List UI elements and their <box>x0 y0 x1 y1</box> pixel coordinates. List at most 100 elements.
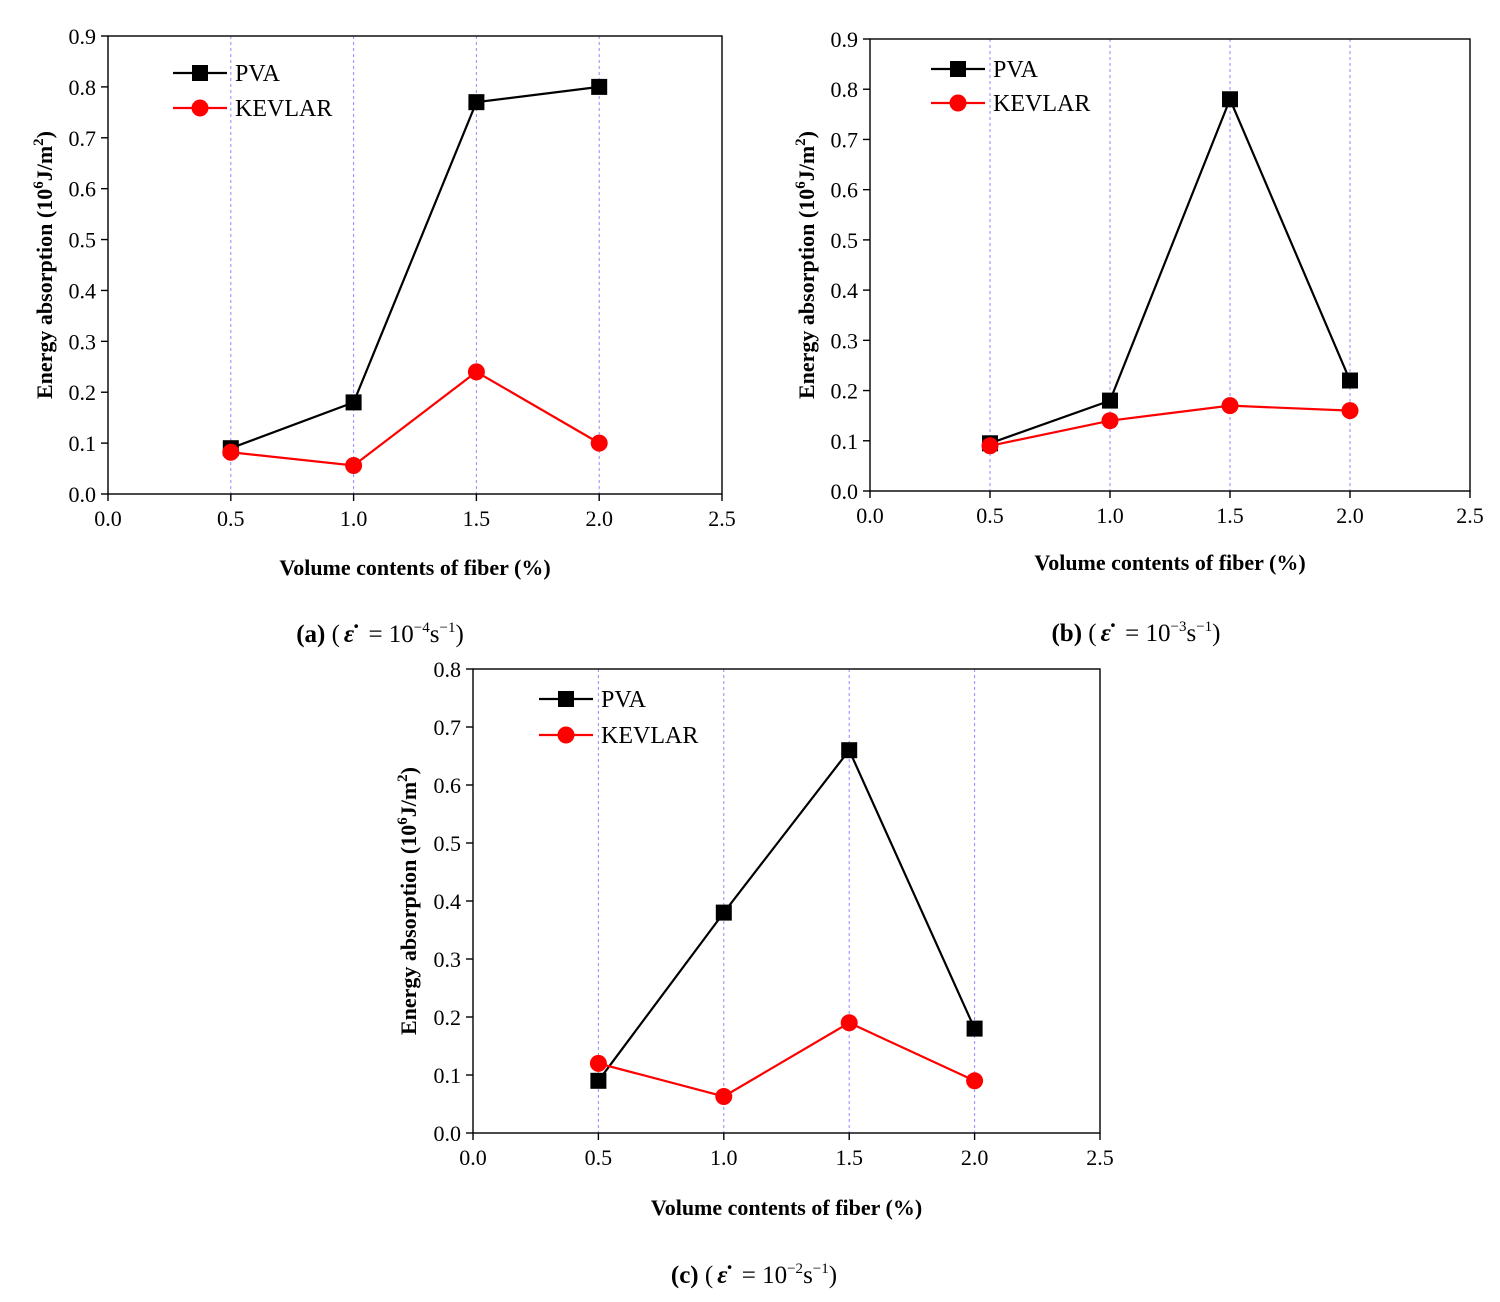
legend-label-kevlar: KEVLAR <box>993 91 1090 117</box>
y-axis-title: Energy absorption (106J/m2) <box>793 131 819 399</box>
y-axis-title-unit: J/m <box>794 146 819 181</box>
caption-letter: (c) <box>671 1262 699 1289</box>
y-tick-label: 0.8 <box>69 75 97 100</box>
caption-unit: s <box>1186 620 1196 647</box>
legend-marker-kevlar <box>557 726 575 744</box>
legend-label-pva: PVA <box>235 61 281 87</box>
caption-close-paren: ) <box>1212 620 1220 647</box>
y-tick-label: 0.2 <box>69 380 97 405</box>
y-tick-label: 0.3 <box>69 329 97 354</box>
y-tick-label: 0.3 <box>831 328 859 353</box>
caption-strain-rate-symbol: ε̇ <box>344 621 358 648</box>
y-tick-label: 0.1 <box>434 1063 462 1088</box>
x-tick-label: 1.0 <box>1096 503 1124 528</box>
caption-open-paren: ( <box>332 621 340 648</box>
data-point-kevlar <box>222 443 240 461</box>
legend-marker-kevlar <box>949 94 967 112</box>
caption-exponent: −3 <box>1171 619 1187 635</box>
y-axis-title-close: ) <box>396 767 421 774</box>
x-tick-label: 1.5 <box>1216 503 1244 528</box>
data-point-pva <box>345 394 362 411</box>
data-point-pva <box>468 94 485 111</box>
data-point-kevlar <box>1221 397 1239 415</box>
caption-strain-rate-symbol: ε̇ <box>717 1262 731 1289</box>
y-tick-label: 0.6 <box>434 773 462 798</box>
caption-unit: s <box>430 621 440 648</box>
y-tick-label: 0.7 <box>434 715 462 740</box>
y-axis-title-close: ) <box>794 131 819 138</box>
y-tick-label: 0.9 <box>69 24 97 49</box>
data-point-kevlar <box>345 457 363 475</box>
x-tick-label: 0.0 <box>856 503 884 528</box>
caption-equals: = 10 <box>1119 620 1171 647</box>
x-tick-label: 1.5 <box>463 506 491 531</box>
y-tick-label: 0.6 <box>831 178 859 203</box>
x-axis-title: Volume contents of fiber (%) <box>1034 550 1305 575</box>
caption-exponent: −2 <box>787 1261 803 1277</box>
caption-unit: s <box>803 1262 813 1289</box>
plot-frame <box>107 35 723 495</box>
data-point-pva <box>590 1072 607 1089</box>
data-point-pva <box>1222 91 1238 108</box>
data-point-pva <box>841 742 858 759</box>
x-tick-label: 2.0 <box>1336 503 1364 528</box>
y-tick-label: 0.1 <box>69 431 97 456</box>
series-line-kevlar <box>598 1021 976 1098</box>
chart-panel-c: 0.0 0.5 1.0 1.5 2.0 2.5 0.0 0.1 0.2 0.3 0.4 0.5 0.6 0… <box>395 657 1114 1289</box>
plot-frame <box>869 38 1471 492</box>
data-point-pva <box>1102 392 1118 409</box>
data-point-pva <box>966 1020 983 1037</box>
y-tick-label: 0.4 <box>69 278 97 303</box>
y-axis-title-exponent: 6 <box>395 817 411 825</box>
data-point-pva <box>591 78 608 95</box>
caption-letter: (b) <box>1051 620 1082 647</box>
x-tick-label: 1.0 <box>340 506 368 531</box>
y-tick-label: 0.3 <box>434 947 462 972</box>
chart-panel-b: 0.0 0.5 1.0 1.5 2.0 2.5 0.0 0.1 0.2 0.3 0.4 0.5 0.6 0… <box>793 27 1484 647</box>
x-axis-title: Volume contents of fiber (%) <box>279 555 550 580</box>
legend-label-pva: PVA <box>601 687 647 713</box>
x-tick-label: 2.0 <box>585 506 613 531</box>
x-tick-label: 2.5 <box>708 506 736 531</box>
y-axis-title-exponent: 6 <box>31 181 47 189</box>
caption-open-paren: ( <box>1088 620 1096 647</box>
legend-marker-pva <box>950 61 966 77</box>
caption-exponent: −4 <box>414 620 430 636</box>
y-tick-label: 0.2 <box>434 1005 462 1030</box>
y-axis-title-main: Energy absorption (10 <box>396 825 421 1035</box>
data-point-kevlar <box>840 1014 858 1032</box>
x-tick-label: 0.0 <box>94 506 122 531</box>
legend-label-pva: PVA <box>993 57 1039 83</box>
legend-label-kevlar: KEVLAR <box>235 96 332 122</box>
y-tick-label: 0.6 <box>69 177 97 202</box>
y-tick-label: 0.7 <box>831 127 859 152</box>
y-tick-label: 0.5 <box>434 831 462 856</box>
data-point-kevlar <box>467 363 485 381</box>
x-tick-label: 2.5 <box>1086 1145 1114 1170</box>
caption-letter: (a) <box>296 621 325 648</box>
y-axis-title-close: ) <box>32 131 57 138</box>
legend-marker-pva <box>192 65 208 81</box>
series-line-pva <box>989 96 1352 445</box>
y-tick-label: 0.9 <box>831 27 859 52</box>
data-point-kevlar <box>590 434 608 452</box>
x-tick-label: 0.5 <box>217 506 245 531</box>
data-point-kevlar <box>981 437 999 455</box>
y-axis-title-exponent: 6 <box>793 181 809 189</box>
x-tick-label: 0.5 <box>976 503 1004 528</box>
y-axis-title: Energy absorption (106J/m2) <box>31 131 57 399</box>
y-tick-label: 0.0 <box>69 482 97 507</box>
y-axis-title-unit: J/m <box>32 146 57 181</box>
legend-label-kevlar: KEVLAR <box>601 723 698 749</box>
y-axis-title: Energy absorption (106J/m2) <box>395 767 421 1035</box>
y-tick-label: 0.8 <box>831 77 859 102</box>
x-axis-title: Volume contents of fiber (%) <box>651 1195 922 1220</box>
y-tick-label: 0.1 <box>831 429 859 454</box>
caption-close-paren: ) <box>829 1262 837 1289</box>
data-point-kevlar <box>1341 402 1359 420</box>
data-point-kevlar <box>715 1087 733 1105</box>
caption-unit-exponent: −1 <box>440 620 456 636</box>
x-tick-label: 0.0 <box>459 1145 487 1170</box>
caption-equals: = 10 <box>735 1262 787 1289</box>
legend-marker-pva <box>558 691 574 707</box>
